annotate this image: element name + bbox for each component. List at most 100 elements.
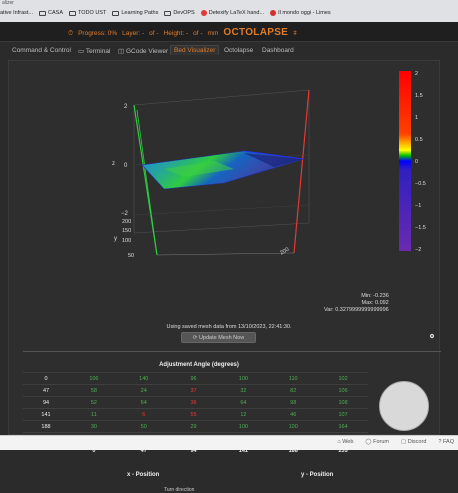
web-icon: ⌂ <box>337 439 343 445</box>
adjustment-cell: 37 <box>190 387 197 394</box>
tab-command-control[interactable]: Command & Control <box>12 47 71 54</box>
bookmark-item[interactable]: DevOPS <box>164 10 195 16</box>
octolapse-menu-icon[interactable]: ǂ <box>293 30 297 37</box>
bookmark-item[interactable]: CASA <box>39 10 63 16</box>
update-mesh-button[interactable]: ⟳ Update Mesh Now <box>181 332 256 343</box>
gear-icon[interactable] <box>429 333 435 339</box>
footer-link-label: Web <box>342 439 354 445</box>
height-text: Height: - <box>163 30 189 37</box>
bookmark-label: ative Infrast... <box>0 10 34 16</box>
tab-gcode-label: GCode Viewer <box>125 48 169 55</box>
terminal-icon: ▭ <box>78 48 86 55</box>
tab-bed-visualizer[interactable]: Bed Visualizer <box>170 45 220 55</box>
adjustment-cell: 140 <box>139 375 149 382</box>
turn-direction-text: Turn direction <box>164 487 195 493</box>
divider <box>23 351 441 352</box>
folder-icon <box>69 10 76 16</box>
main-tabs: Command & Control ▭ Terminal ◫ GCode Vie… <box>0 44 458 60</box>
bookmark-item[interactable]: Detexify LaTeX hand... <box>200 10 265 16</box>
tab-gcode-viewer[interactable]: ◫ GCode Viewer <box>118 47 168 55</box>
bookmark-label: Il mondo oggi - Limes <box>278 10 331 16</box>
y-tick: 150 <box>122 228 131 234</box>
z-tick: 2 <box>124 104 128 110</box>
footer-link-label: Discord <box>407 439 427 445</box>
browser-tab-fragment: alizer <box>2 0 14 6</box>
footer-link-label: Forum <box>373 439 389 445</box>
adjustment-cell: 30 <box>90 423 97 430</box>
z-tick: 0 <box>124 163 128 169</box>
octoprint-navbar: ⏱ Progress: 0% Layer: - of - Height: - o… <box>0 22 458 42</box>
table-row: 47 58 24 37 32 82 106 <box>23 384 368 396</box>
bookmark-item[interactable]: Learning Paths <box>112 10 158 16</box>
table-row: 94 52 64 36 64 98 108 <box>23 396 368 408</box>
z-tick: −2 <box>121 211 129 217</box>
folder-icon <box>39 10 47 16</box>
bookmark-label: Detexify LaTeX hand... <box>208 10 265 16</box>
footer-link-forum[interactable]: ◯ Forum <box>365 439 389 445</box>
progress-text: Progress: 0% <box>78 30 118 37</box>
faq-icon: ? <box>438 439 443 445</box>
colorbar-tick: −0.5 <box>415 181 426 187</box>
adjustment-title: Adjustment Angle (degrees) <box>159 362 239 368</box>
footer-links: ⌂ Web ◯ Forum ▢ Discord ? FAQ <box>337 439 454 445</box>
adjustment-cell: 29 <box>190 423 197 430</box>
colorbar-tick: −1.5 <box>415 225 426 231</box>
y-tick: 50 <box>128 253 134 259</box>
adjustment-cell: 50 <box>140 423 147 430</box>
adjustment-cell: 64 <box>240 399 247 406</box>
adjustment-cell: 96 <box>190 375 197 382</box>
adjustment-cell: 110 <box>288 375 298 382</box>
adjustment-cell: 102 <box>338 375 348 382</box>
footer-link-web[interactable]: ⌂ Web <box>337 439 353 445</box>
x-tick: 200 <box>279 247 290 257</box>
layer-text: Layer: - <box>122 30 145 37</box>
adjustment-cell: 64 <box>140 399 147 406</box>
update-mesh-label: Update Mesh Now <box>198 335 245 341</box>
mesh-edge <box>243 150 305 160</box>
colorbar-tick: 1.5 <box>415 93 423 99</box>
adjustment-cell: 107 <box>338 411 348 418</box>
mesh-highlight <box>164 161 234 177</box>
y-value: 47 <box>42 387 50 394</box>
tab-dashboard[interactable]: Dashboard <box>262 47 294 54</box>
adjustment-cell: 12 <box>240 411 247 418</box>
adjustment-cell: 24 <box>140 387 147 394</box>
y-value: 94 <box>42 399 50 406</box>
progress-icon: ⏱ <box>68 30 74 37</box>
print-status: ⏱ Progress: 0% Layer: - of - Height: - o… <box>68 27 297 38</box>
mesh-max: Max: 0.092 <box>361 300 389 306</box>
adjustment-cell: 100 <box>288 423 298 430</box>
colorbar-tick: −1 <box>415 203 421 209</box>
layer-of-text: of - <box>149 30 159 37</box>
height-unit: mm <box>207 30 219 37</box>
bookmark-item[interactable]: Il mondo oggi - Limes <box>270 10 331 16</box>
octolapse-brand[interactable]: OCTOLAPSE <box>223 27 289 38</box>
refresh-icon: ⟳ <box>192 335 199 341</box>
adjustment-cell: 46 <box>290 411 297 418</box>
saved-mesh-text: Using saved mesh data from 13/10/2023, 2… <box>166 324 292 330</box>
colorbar-tick: −2 <box>415 247 421 253</box>
mesh-stats: Min: -0.236 Max: 0.092 Var: 0.3279999999… <box>324 293 389 314</box>
adjustment-cell: 58 <box>90 387 97 394</box>
bookmark-item[interactable]: TODO UST <box>69 10 106 16</box>
bookmark-item[interactable]: ative Infrast... <box>0 10 33 16</box>
x-position-label: x - Position <box>127 472 160 478</box>
forum-icon: ◯ <box>365 439 374 445</box>
footer-link-discord[interactable]: ▢ Discord <box>401 439 426 445</box>
grid-line <box>133 204 310 216</box>
mesh-3d-plot[interactable]: 2 0 −2 z 200 150 100 50 y 200 2 1.5 1 0.5 0 −… <box>14 65 434 283</box>
bookmark-label: Learning Paths <box>121 10 159 16</box>
colorbar <box>399 71 411 251</box>
colorbar-tick: 2 <box>415 71 418 77</box>
adjustment-cell: 100 <box>238 423 248 430</box>
tab-terminal[interactable]: ▭ Terminal <box>78 47 110 55</box>
y-axis-line-2 <box>136 109 158 256</box>
y-position-label: y - Position <box>301 472 334 478</box>
adjustment-cell: 32 <box>240 387 247 394</box>
adjustment-cell: 98 <box>290 399 297 406</box>
tab-octolapse[interactable]: Octolapse <box>224 47 254 54</box>
y-value: 0 <box>44 375 48 382</box>
rotation-knob[interactable] <box>379 381 429 431</box>
footer-link-faq[interactable]: ? FAQ <box>438 439 454 445</box>
adjustment-cell: 6 <box>142 411 146 418</box>
